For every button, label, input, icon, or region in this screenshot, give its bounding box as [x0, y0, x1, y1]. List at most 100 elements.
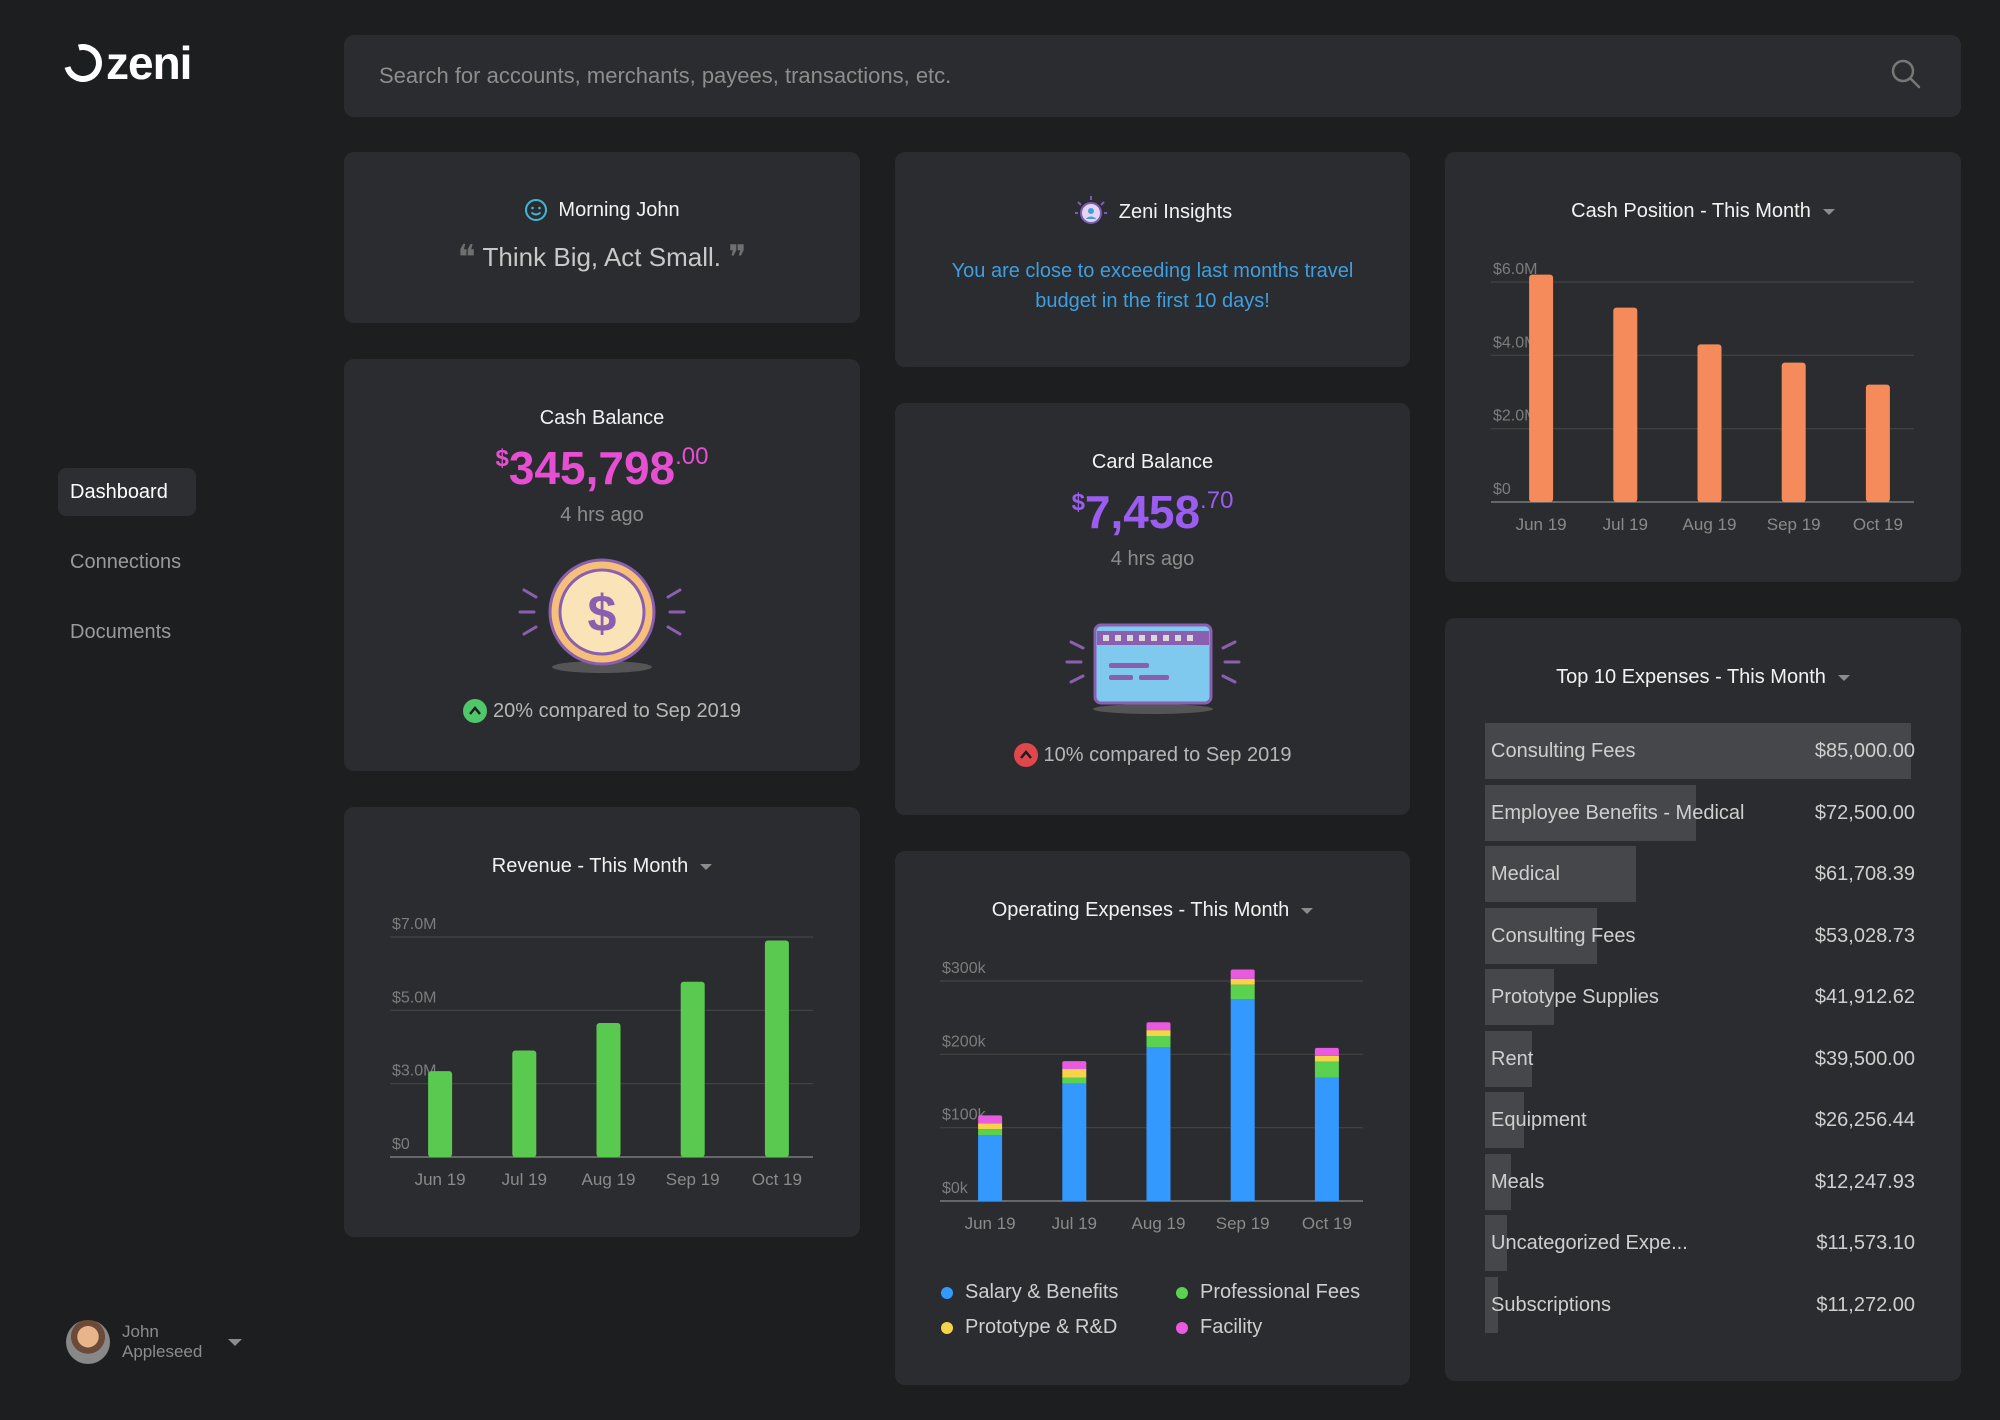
user-menu[interactable]: John Appleseed	[66, 1320, 243, 1364]
bar-cap	[1146, 1022, 1171, 1027]
bar-segment[interactable]	[1230, 984, 1255, 1000]
list-item[interactable]: Uncategorized Expe... $11,573.10	[1485, 1215, 1915, 1271]
x-tick-label: Aug 19	[582, 1170, 636, 1189]
bar-segment[interactable]	[1146, 1024, 1171, 1031]
list-item[interactable]: Equipment $26,256.44	[1485, 1092, 1915, 1148]
bar-segment[interactable]	[1314, 1049, 1339, 1056]
bar-segment[interactable]	[1062, 1063, 1087, 1069]
bar[interactable]	[1865, 384, 1890, 502]
search-icon[interactable]	[1891, 59, 1921, 89]
y-tick-label: $0	[392, 1136, 410, 1153]
smiley-icon	[525, 199, 548, 221]
insights-card: Zeni Insights You are close to exceeding…	[895, 152, 1410, 367]
chevron-down-icon[interactable]	[1837, 674, 1850, 681]
chevron-down-icon[interactable]	[228, 1338, 243, 1346]
x-tick-label: Oct 19	[752, 1170, 802, 1189]
bar-segment[interactable]	[1230, 978, 1255, 985]
bar-segment[interactable]	[978, 1129, 1003, 1135]
cash-balance-title: Cash Balance	[539, 407, 665, 429]
bar-segment[interactable]	[1314, 1077, 1339, 1201]
y-tick-label: $100k	[942, 1107, 987, 1124]
expense-value: $85,000.00	[1814, 740, 1915, 762]
x-tick-label: Sep 19	[1767, 515, 1821, 534]
legend-item-facility: Facility	[1176, 1316, 1262, 1339]
greeting-quote: Think Big, Act Small.	[482, 242, 721, 272]
user-last-name: Appleseed	[122, 1342, 203, 1361]
list-item[interactable]: Medical $61,708.39	[1485, 846, 1915, 902]
expense-label: Employee Benefits - Medical	[1491, 801, 1745, 824]
user-name: John Appleseed	[122, 1322, 202, 1362]
bar-segment[interactable]	[1062, 1077, 1087, 1084]
legend-item-prototype: Prototype & R&D	[941, 1316, 1117, 1339]
bar[interactable]	[764, 940, 789, 1157]
bar[interactable]	[680, 981, 705, 1157]
search-input[interactable]	[344, 35, 1844, 117]
expense-value: $61,708.39	[1814, 863, 1915, 885]
bar[interactable]	[1697, 344, 1722, 502]
logo-text: zeni	[106, 37, 192, 89]
list-item[interactable]: Consulting Fees $85,000.00	[1485, 723, 1915, 779]
bar-segment[interactable]	[1314, 1055, 1339, 1062]
chevron-down-icon[interactable]	[1301, 907, 1314, 914]
list-item[interactable]: Subscriptions $11,272.00	[1485, 1276, 1915, 1333]
bar[interactable]	[596, 1022, 621, 1157]
bar-segment[interactable]	[1062, 1069, 1087, 1078]
sidebar-item-connections[interactable]: Connections	[70, 551, 182, 573]
bar-segment[interactable]	[1062, 1083, 1087, 1201]
legend-dot	[941, 1321, 953, 1334]
avatar[interactable]	[66, 1320, 110, 1364]
expense-value: $53,028.73	[1814, 924, 1915, 947]
bar-segment[interactable]	[1146, 1036, 1171, 1047]
cash-balance-compare-text: 20% compared to Sep 2019	[493, 699, 741, 722]
y-tick-label: $0	[1493, 481, 1511, 498]
bar[interactable]	[512, 1050, 537, 1157]
revenue-title-row[interactable]: Revenue - This Month	[344, 855, 860, 878]
bar-segment[interactable]	[1146, 1030, 1171, 1036]
greeting-card: Morning John ❝ Think Big, Act Small. ❞	[344, 152, 860, 323]
y-tick-label: $3.0M	[392, 1063, 436, 1080]
cash-balance-compare: 20% compared to Sep 2019	[344, 699, 860, 723]
zeni-logo-icon	[57, 37, 109, 89]
insights-icon	[1074, 196, 1107, 224]
list-item[interactable]: Meals $12,247.93	[1485, 1153, 1915, 1210]
y-tick-label: $7.0M	[392, 916, 436, 933]
search-bar	[344, 35, 1961, 117]
opex-title-row[interactable]: Operating Expenses - This Month	[895, 899, 1410, 922]
bar-segment[interactable]	[1230, 999, 1255, 1201]
x-tick-label: Sep 19	[1216, 1214, 1270, 1233]
chevron-down-icon[interactable]	[1822, 208, 1835, 215]
card-balance-compare-text: 10% compared to Sep 2019	[1043, 743, 1292, 766]
chevron-down-icon[interactable]	[700, 863, 713, 870]
bar-segment[interactable]	[978, 1135, 1003, 1201]
bar-segment[interactable]	[1314, 1061, 1339, 1078]
list-item[interactable]: Prototype Supplies $41,912.62	[1485, 969, 1915, 1025]
insights-message[interactable]: You are close to exceeding last months t…	[951, 260, 1354, 312]
quote-open-icon: ❝	[457, 239, 476, 277]
cash-position-title-row[interactable]: Cash Position - This Month	[1445, 200, 1961, 223]
x-tick-label: Sep 19	[666, 1170, 720, 1189]
card-balance-amount: $7,458.70	[895, 485, 1410, 539]
list-item[interactable]: Employee Benefits - Medical $72,500.00	[1485, 784, 1915, 841]
top-expenses-title-row[interactable]: Top 10 Expenses - This Month	[1445, 666, 1961, 689]
bar-segment[interactable]	[978, 1123, 1003, 1130]
card-balance-card: Card Balance $7,458.70 4 hrs ago 10% com…	[895, 403, 1410, 815]
revenue-chart: $0 $3.0M $5.0M $7.0M Jun 19 Jul 19 Aug 19 Sep 1…	[390, 916, 813, 1189]
list-item[interactable]: Rent $39,500.00	[1485, 1030, 1915, 1087]
list-item[interactable]: Consulting Fees $53,028.73	[1485, 907, 1915, 964]
bar[interactable]	[1529, 274, 1554, 502]
sidebar-item-documents[interactable]: Documents	[70, 621, 172, 643]
cash-balance-decimal: .00	[675, 443, 709, 470]
bar[interactable]	[1613, 307, 1638, 502]
expense-value: $41,912.62	[1814, 986, 1915, 1008]
expense-bar	[1485, 969, 1554, 1025]
bar-segment[interactable]	[978, 1117, 1003, 1124]
bar-segment[interactable]	[1146, 1047, 1171, 1201]
bar[interactable]	[1781, 362, 1806, 502]
bar-segment[interactable]	[1230, 971, 1255, 979]
bar[interactable]	[428, 1071, 453, 1157]
bar-cap	[1314, 1047, 1339, 1052]
zeni-logo[interactable]: zeni	[57, 36, 192, 90]
card-balance-integer: 7,458	[1084, 486, 1201, 538]
card-balance-compare: 10% compared to Sep 2019	[895, 743, 1410, 767]
sidebar-item-dashboard[interactable]: Dashboard	[58, 468, 196, 516]
